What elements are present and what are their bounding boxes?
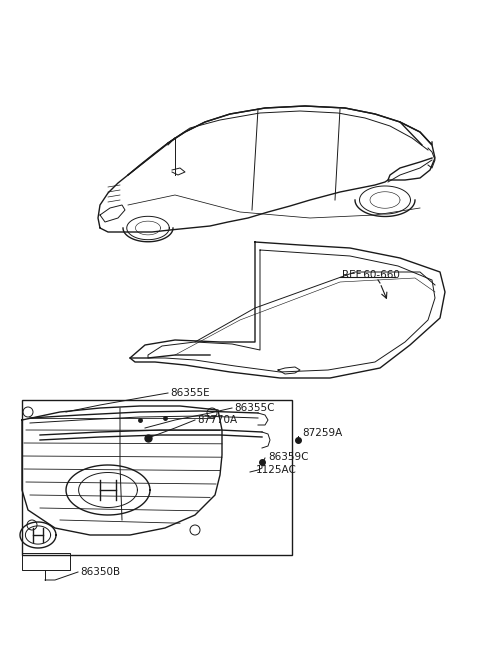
Bar (22, 400, 292, 555)
Text: 86355E: 86355E (170, 388, 210, 398)
Text: 87259A: 87259A (302, 428, 342, 438)
Text: REF.60-660: REF.60-660 (342, 270, 400, 280)
Text: 87770A: 87770A (197, 415, 237, 425)
Text: 86350B: 86350B (80, 567, 120, 577)
Text: 86355C: 86355C (234, 403, 275, 413)
Text: 86359C: 86359C (268, 452, 309, 462)
Text: 1125AC: 1125AC (256, 465, 297, 475)
